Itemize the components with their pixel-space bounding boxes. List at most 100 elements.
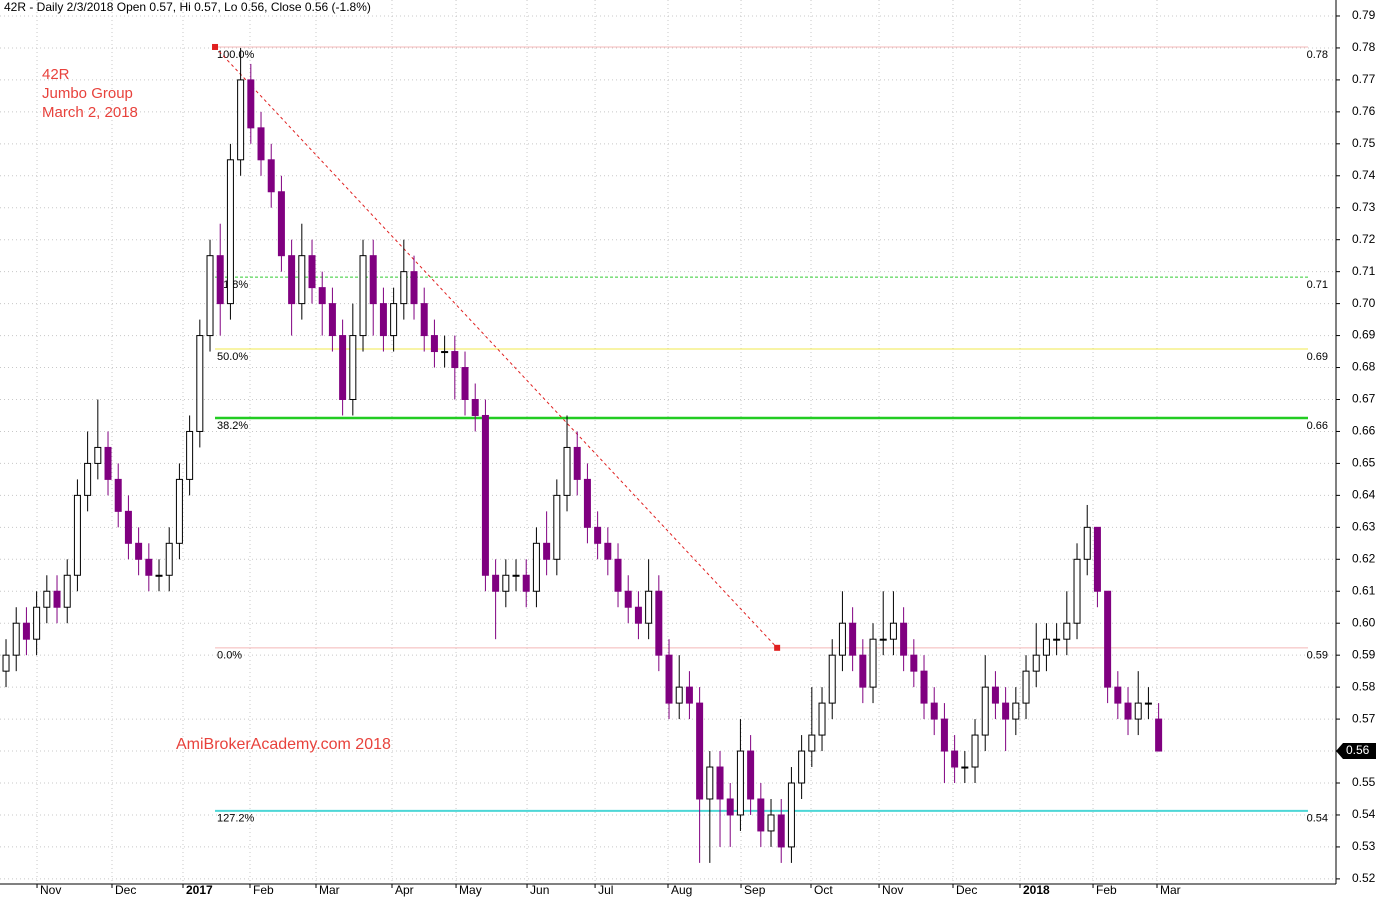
candle-body [247, 79, 255, 129]
candle-body [104, 446, 112, 480]
candle-body [308, 255, 316, 289]
trend-anchor [774, 644, 781, 651]
fib-label: 100.0% [217, 49, 255, 61]
candle-body [828, 654, 836, 704]
candle-body [1063, 622, 1071, 640]
x-tick-label: Oct [814, 883, 833, 897]
y-tick-label: 0.58 [1352, 679, 1376, 693]
candle-body [675, 686, 683, 704]
header: 42R - Daily 2/3/2018 Open 0.57, Hi 0.57,… [4, 0, 371, 14]
candle-body [165, 542, 173, 576]
y-tick-label: 0.75 [1352, 136, 1376, 150]
candle-body [492, 574, 500, 592]
grid [0, 0, 1336, 884]
y-tick-label: 0.62 [1352, 551, 1376, 565]
y-tick-label: 0.69 [1352, 328, 1376, 342]
candle-body [2, 654, 10, 672]
levels: 100.0%0.7861.8%0.7150.0%0.6938.2%0.660.0… [212, 43, 1328, 825]
candle-body [226, 159, 234, 305]
candle-body [400, 271, 408, 305]
y-tick-label: 0.78 [1352, 40, 1376, 54]
x-tick-label: Nov [882, 883, 903, 897]
candle-body [359, 255, 367, 337]
y-tick-label: 0.57 [1352, 711, 1376, 725]
candle-body [1114, 686, 1122, 704]
candle-body [655, 590, 663, 656]
candle-body [685, 686, 693, 704]
candle-body [145, 558, 153, 576]
candles [2, 47, 1163, 863]
candle-body [410, 271, 418, 305]
candle-body [237, 79, 245, 161]
candle-body [155, 574, 163, 577]
fib-label: 0.0% [217, 650, 242, 662]
candle-body [53, 590, 61, 608]
candle-body [206, 255, 214, 337]
y-tick-label: 0.73 [1352, 200, 1376, 214]
x-tick-label: Jul [598, 883, 613, 897]
candle-body [787, 782, 795, 848]
candle-body [1144, 702, 1152, 705]
candle-body [298, 255, 306, 305]
candle-body [522, 574, 530, 592]
x-tick-label: 2018 [1023, 883, 1050, 897]
y-tick-label: 0.70 [1352, 296, 1376, 310]
candle-body [920, 670, 928, 704]
candle-body [634, 606, 642, 624]
y-tick-label: 0.72 [1352, 232, 1376, 246]
y-tick-label: 0.79 [1352, 8, 1376, 22]
candle-body [43, 590, 51, 608]
candle-body [1134, 702, 1142, 720]
fib-value-label: 0.69 [1307, 351, 1328, 363]
candle-body [84, 462, 92, 496]
candle-body [961, 766, 969, 769]
x-tick-label: 2017 [186, 883, 213, 897]
fib-value-label: 0.59 [1307, 650, 1328, 662]
candle-body [910, 654, 918, 672]
candle-body [379, 303, 387, 337]
candle-body [349, 335, 357, 400]
candle-body [859, 654, 867, 688]
y-tick-label: 0.76 [1352, 104, 1376, 118]
watermark: AmiBrokerAcademy.com 2018 [176, 736, 391, 753]
candle-body [512, 574, 520, 577]
y-tick-label: 0.63 [1352, 520, 1376, 534]
candle-body [461, 367, 469, 400]
x-tick-label: Apr [395, 883, 414, 897]
candle-body [430, 335, 438, 353]
candle-body [696, 702, 704, 800]
candle-body [971, 734, 979, 768]
candle-body [471, 398, 479, 416]
candle-body [369, 255, 377, 305]
candle-body [277, 191, 285, 257]
candle-body [736, 750, 744, 816]
candle-body [767, 814, 775, 832]
candle-body [1042, 638, 1050, 656]
candle-body [441, 351, 449, 354]
candle-body [716, 766, 724, 800]
candle-body [951, 750, 959, 768]
x-tick-label: Feb [1096, 883, 1117, 897]
annotation: 42R [42, 66, 70, 83]
candle-body [981, 686, 989, 736]
candle-body [1124, 702, 1132, 720]
fib-label: 127.2% [217, 813, 255, 825]
candle-body [777, 814, 785, 848]
candle-body [573, 446, 581, 480]
candle-body [257, 127, 265, 161]
y-tick-label: 0.71 [1352, 264, 1376, 278]
x-tick-label: May [459, 883, 482, 897]
candle-body [33, 606, 41, 640]
y-tick-label: 0.60 [1352, 615, 1376, 629]
last-price-label: 0.56 [1346, 743, 1370, 757]
candle-body [726, 798, 734, 816]
y-tick-label: 0.53 [1352, 839, 1376, 853]
candle-body [706, 766, 714, 800]
candle-body [1002, 702, 1010, 720]
candle-body [879, 638, 887, 641]
trend-line [214, 46, 778, 649]
candle-body [838, 622, 846, 656]
x-tick-label: Feb [253, 883, 274, 897]
